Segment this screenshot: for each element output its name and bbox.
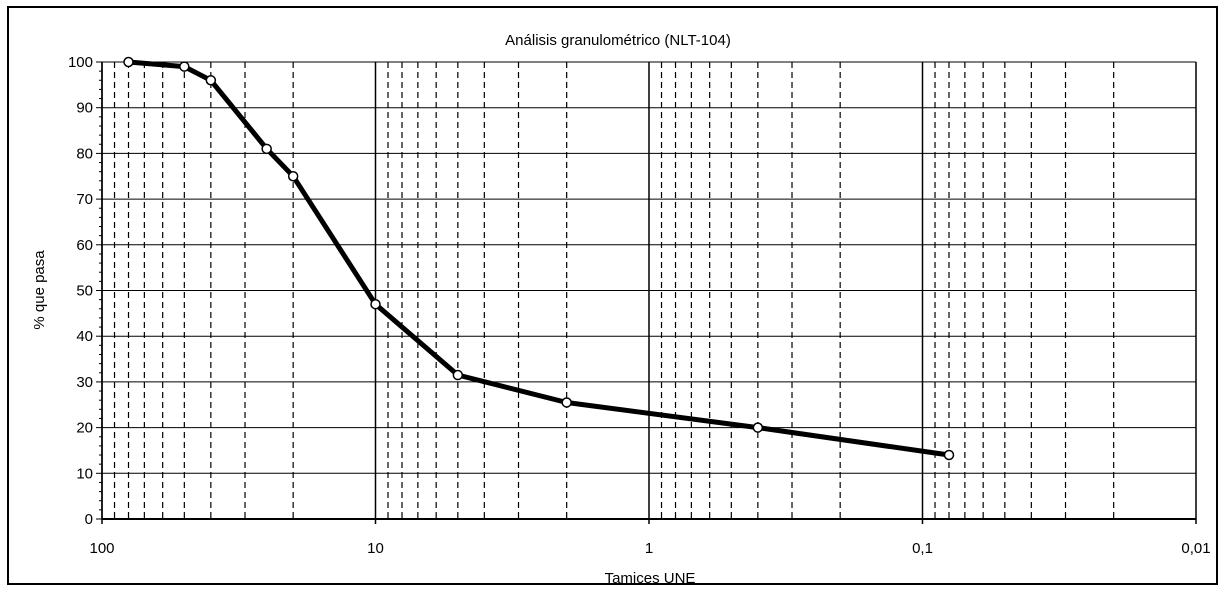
- x-tick-label: 0,01: [1181, 540, 1210, 557]
- data-point: [287, 171, 299, 182]
- grid: [101, 61, 1197, 524]
- data-point: [752, 422, 764, 433]
- data-point: [452, 369, 464, 381]
- x-tick-labels: 100 10 1 0,1 0,01: [89, 540, 1210, 557]
- data-point: [261, 143, 272, 155]
- y-tick-label: 10: [76, 465, 93, 482]
- x-tick-label: 0,1: [912, 540, 933, 557]
- series-line: [126, 59, 952, 458]
- y-tick-label: 30: [76, 374, 93, 391]
- y-tick-label: 60: [76, 237, 93, 254]
- data-point: [943, 449, 955, 461]
- y-axis-label: % que pasa: [31, 250, 48, 330]
- chart-frame: [7, 6, 1218, 585]
- data-point: [370, 298, 381, 310]
- data-point: [561, 397, 572, 408]
- y-tick-label: 40: [76, 328, 93, 345]
- x-tick-label: 1: [645, 540, 653, 557]
- y-tick-label: 0: [85, 511, 93, 528]
- axes: [96, 61, 1196, 520]
- x-tick-label: 100: [89, 540, 114, 557]
- x-tick-label: 10: [367, 540, 384, 557]
- y-tick-label: 90: [76, 100, 93, 117]
- y-tick-label: 80: [76, 145, 93, 162]
- y-tick-labels: 0 10 20 30 40 50 60 70 80 90 100: [68, 54, 93, 528]
- data-point: [205, 75, 217, 86]
- y-tick-label: 50: [76, 283, 93, 300]
- data-point: [179, 61, 190, 72]
- y-tick-label: 20: [76, 420, 93, 437]
- series: [123, 56, 955, 461]
- y-tick-label: 70: [76, 191, 93, 208]
- chart-title: Análisis granulométrico (NLT-104): [505, 32, 731, 49]
- y-tick-label: 100: [68, 54, 93, 71]
- x-axis-label: Tamices UNE: [605, 570, 696, 587]
- data-point: [123, 56, 134, 68]
